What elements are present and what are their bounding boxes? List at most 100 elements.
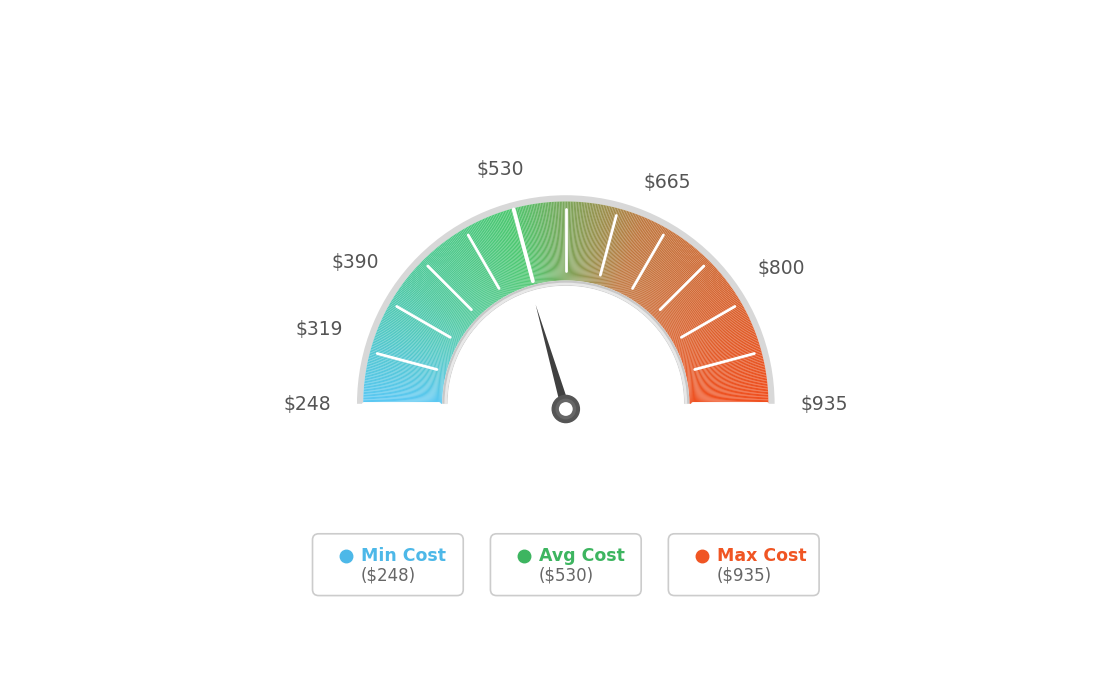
Wedge shape [496,213,524,288]
Wedge shape [455,234,499,301]
Wedge shape [553,201,559,281]
Wedge shape [375,334,449,362]
FancyBboxPatch shape [312,534,464,595]
Wedge shape [475,222,511,293]
Wedge shape [567,201,571,281]
Wedge shape [689,391,768,397]
Wedge shape [527,205,543,283]
Wedge shape [422,261,478,317]
Wedge shape [486,217,518,290]
Wedge shape [639,241,688,305]
Wedge shape [507,210,530,286]
Wedge shape [424,259,480,316]
Wedge shape [363,388,443,395]
Wedge shape [508,210,531,286]
Wedge shape [677,313,747,350]
Wedge shape [364,377,444,388]
Wedge shape [597,208,619,285]
Wedge shape [372,343,448,368]
Wedge shape [689,380,767,391]
Wedge shape [517,207,537,284]
Wedge shape [640,242,689,306]
Wedge shape [572,201,577,281]
Wedge shape [534,204,548,282]
Wedge shape [375,333,450,362]
Wedge shape [576,202,585,281]
Wedge shape [688,371,766,385]
Wedge shape [591,206,608,284]
Wedge shape [478,221,513,293]
Wedge shape [606,213,633,288]
Wedge shape [627,228,668,297]
Wedge shape [412,271,473,324]
Wedge shape [376,329,450,359]
Wedge shape [661,275,723,326]
Wedge shape [405,279,469,328]
Wedge shape [379,324,453,356]
Wedge shape [381,319,454,353]
Wedge shape [626,227,666,297]
Wedge shape [372,344,448,368]
Wedge shape [556,201,561,281]
Wedge shape [622,223,658,294]
Text: Avg Cost: Avg Cost [539,547,625,565]
Wedge shape [445,283,687,404]
Wedge shape [535,204,549,282]
Wedge shape [630,231,673,299]
Wedge shape [675,306,744,346]
Wedge shape [414,269,474,322]
Wedge shape [434,249,486,310]
Wedge shape [687,358,764,377]
Wedge shape [431,252,484,312]
Wedge shape [661,276,724,327]
Wedge shape [638,239,684,304]
Wedge shape [447,239,493,304]
Wedge shape [477,221,512,293]
Wedge shape [676,310,746,348]
Wedge shape [602,210,625,286]
Wedge shape [682,337,757,364]
Wedge shape [574,202,582,281]
Wedge shape [668,290,734,335]
Wedge shape [403,282,467,331]
Wedge shape [365,371,444,385]
Wedge shape [672,301,741,342]
Wedge shape [454,235,498,302]
Wedge shape [664,280,726,329]
Wedge shape [372,342,448,367]
Wedge shape [667,286,732,333]
Wedge shape [575,202,583,281]
Wedge shape [633,234,677,301]
Wedge shape [538,204,550,282]
Wedge shape [495,214,523,288]
Wedge shape [561,201,564,281]
Wedge shape [571,201,575,281]
Wedge shape [644,247,694,309]
Wedge shape [433,250,486,310]
Wedge shape [654,262,711,318]
Wedge shape [391,301,459,342]
Wedge shape [364,379,443,390]
Wedge shape [543,202,553,282]
Wedge shape [370,349,447,371]
Wedge shape [637,238,683,304]
Wedge shape [658,269,718,322]
Wedge shape [631,233,676,300]
Wedge shape [636,237,682,303]
Wedge shape [689,385,767,393]
Wedge shape [386,309,457,347]
Wedge shape [659,271,720,324]
Wedge shape [681,331,755,360]
Wedge shape [689,396,768,400]
Wedge shape [513,208,535,284]
Wedge shape [484,218,517,291]
Wedge shape [614,217,646,290]
Wedge shape [666,285,731,332]
Wedge shape [563,201,565,281]
Wedge shape [646,250,699,310]
Wedge shape [660,274,722,325]
Wedge shape [389,304,458,344]
Wedge shape [624,225,662,295]
Wedge shape [596,208,618,284]
Wedge shape [400,288,465,334]
